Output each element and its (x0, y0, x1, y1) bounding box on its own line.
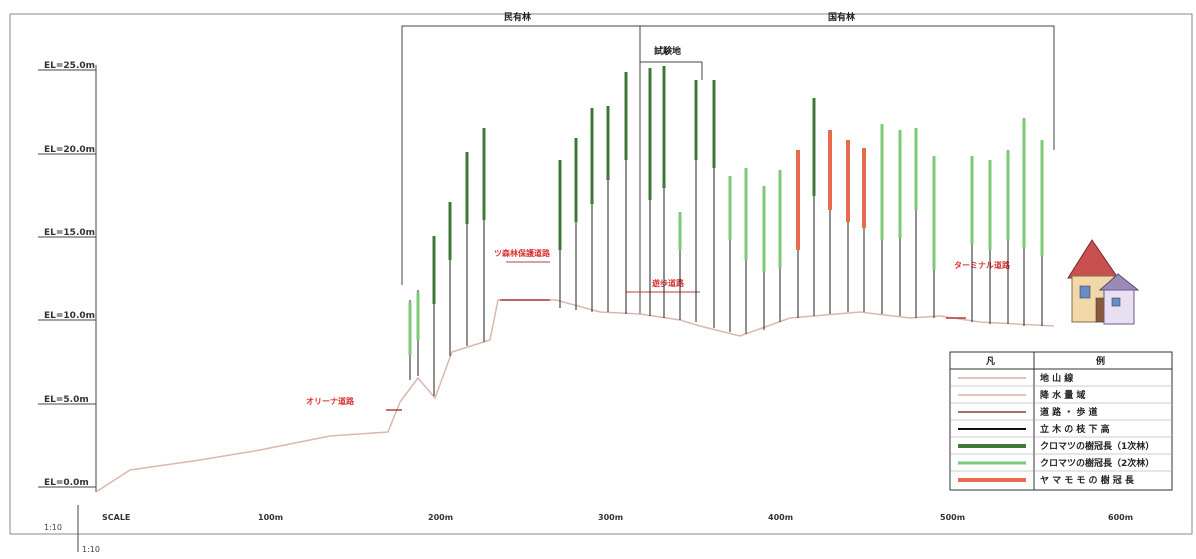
ownership-brackets: 民有林 国有林 試験地 (401, 11, 1055, 315)
el-label-15: EL=15.0m (44, 228, 95, 238)
distance-label-200: 200m (428, 513, 453, 522)
distance-label-100: 100m (258, 513, 283, 522)
house-annex-wall (1103, 289, 1135, 325)
el-label-20: EL=20.0m (44, 145, 95, 155)
legend-label-crown1: クロマツの樹冠長（1次林） (1040, 440, 1154, 452)
scale-label-h: 1:10 (44, 523, 62, 532)
el-label-5: EL=5.0m (44, 395, 89, 405)
distance-label-400: 400m (768, 513, 793, 522)
road-olina-label: オリーナ道路 (306, 396, 355, 406)
private-forest-bracket (401, 25, 641, 285)
scale-label-v: 1:10 (82, 545, 100, 554)
house-window (1079, 285, 1091, 299)
distance-label-600: 600m (1108, 513, 1133, 522)
road-walking-label: 遊歩道路 (652, 278, 685, 288)
private-forest-label: 民有林 (504, 11, 532, 23)
legend-label-crown2: クロマツの樹冠長（2次林） (1040, 457, 1154, 469)
legend-title-left: 凡 (985, 356, 995, 367)
roads: オリーナ道路 ツ森林保護道路 遊歩道路 ターミナル道路 (306, 248, 1011, 411)
national-forest-label: 国有林 (828, 11, 856, 23)
legend-label-road: 道 路 ・ 歩 道 (1040, 406, 1098, 418)
legend-label-trunk: 立 木 の 枝 下 高 (1040, 423, 1110, 435)
house-icon (1067, 239, 1140, 325)
distance-labels: SCALE 100m 200m 300m 400m 500m 600m (102, 513, 1133, 522)
el-label-25: EL=25.0m (44, 61, 95, 71)
distance-label-scale: SCALE (102, 513, 130, 522)
legend-title-right: 例 (1096, 355, 1105, 367)
legend: 凡 例 地 山 線 降 水 量 域 道 路 ・ 歩 道 立 木 の 枝 下 高 … (949, 351, 1173, 491)
legend-frame (949, 351, 1173, 491)
test-area-label: 試験地 (654, 45, 681, 57)
ground-line (95, 299, 1055, 493)
el-label-0: EL=0.0m (44, 478, 89, 488)
legend-label-yamamomo: ヤ マ モ モ の 樹 冠 長 (1040, 474, 1135, 486)
house-annex-window (1111, 297, 1121, 307)
legend-label-ground: 地 山 線 (1040, 372, 1073, 384)
distance-label-500: 500m (940, 513, 965, 522)
outer-frame (9, 13, 1193, 535)
house-roof (1067, 239, 1119, 279)
national-forest-bracket (640, 25, 1055, 150)
road-forest-protection-label: ツ森林保護道路 (494, 248, 551, 258)
distance-label-300: 300m (598, 513, 623, 522)
trees (408, 66, 1044, 396)
road-terminal-label: ターミナル道路 (954, 260, 1011, 270)
el-label-10: EL=10.0m (44, 311, 95, 321)
elevation-labels: EL=25.0m EL=20.0m EL=15.0m EL=10.0m EL=5… (38, 61, 96, 488)
legend-label-rain: 降 水 量 域 (1040, 389, 1085, 401)
